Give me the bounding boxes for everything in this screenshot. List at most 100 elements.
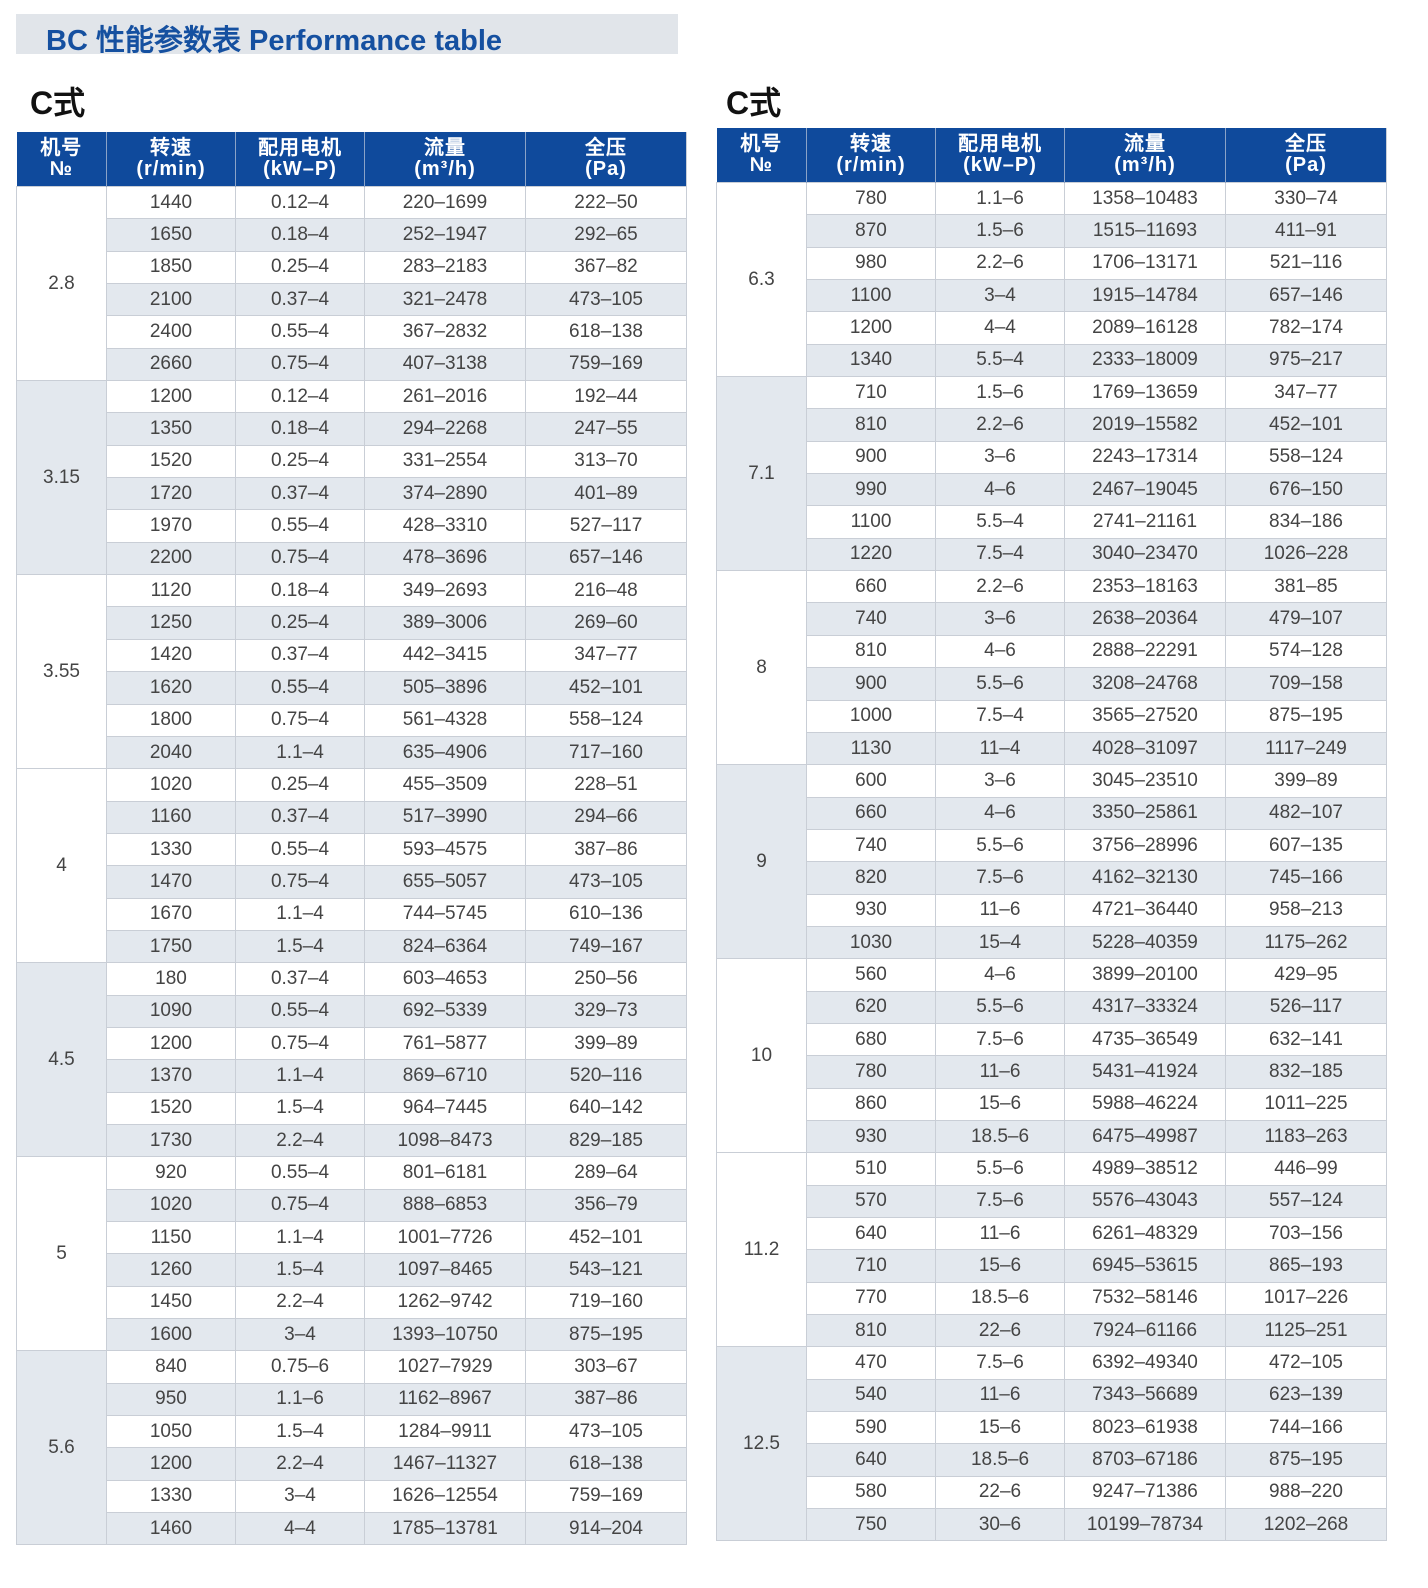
cell-pressure: 330–74 [1225, 181, 1387, 215]
table-row: 870 1.5–6 1515–11693 411–91 [717, 214, 1387, 248]
cell-motor: 2.2–4 [235, 1447, 365, 1481]
table-row: 740 5.5–6 3756–28996 607–135 [717, 828, 1387, 862]
cell-pressure: 618–138 [525, 1447, 687, 1481]
cell-motor: 22–6 [935, 1314, 1065, 1347]
cell-flow: 6475–49987 [1064, 1119, 1226, 1153]
cell-pressure: 367–82 [525, 250, 687, 284]
table-row: 2660 0.75–4 407–3138 759–169 [17, 347, 687, 381]
cell-motor: 0.25–4 [235, 768, 365, 802]
cell-pressure: 557–124 [1225, 1184, 1387, 1218]
cell-speed: 2660 [106, 347, 236, 381]
cell-flow: 2638–20364 [1064, 602, 1226, 636]
cell-flow: 505–3896 [364, 671, 526, 704]
cell-motor: 11–6 [935, 1055, 1065, 1089]
table-row: 950 1.1–6 1162–8967 387–86 [17, 1382, 687, 1416]
cell-flow: 4721–36440 [1064, 893, 1226, 927]
header-motor-unit: (kW–P) [963, 154, 1037, 176]
cell-motor: 7.5–6 [935, 1346, 1065, 1380]
cell-speed: 570 [806, 1184, 936, 1218]
cell-motor: 0.55–4 [235, 671, 365, 704]
cell-pressure: 446–99 [1225, 1152, 1387, 1186]
cell-speed: 1420 [106, 638, 236, 672]
cell-pressure: 387–86 [525, 832, 687, 866]
header-pressure-unit: (Pa) [585, 158, 627, 180]
cell-motor: 1.5–6 [935, 214, 1065, 248]
table-row: 900 5.5–6 3208–24768 709–158 [717, 667, 1387, 700]
cell-motor: 0.18–4 [235, 218, 365, 252]
cell-speed: 1850 [106, 250, 236, 284]
cell-flow: 1262–9742 [364, 1285, 526, 1319]
table-row: 1160 0.37–4 517–3990 294–66 [17, 800, 687, 834]
cell-motor: 0.75–6 [235, 1350, 365, 1384]
cell-speed: 1350 [106, 412, 236, 446]
header-no-cn: 机号 [740, 133, 783, 155]
cell-pressure: 294–66 [525, 800, 687, 834]
cell-speed: 950 [106, 1382, 236, 1416]
cell-speed: 750 [806, 1508, 936, 1541]
header-speed: 转速 (r/min) [106, 132, 236, 187]
header-speed-cn: 转速 [850, 133, 892, 155]
cell-flow: 3350–25861 [1064, 796, 1226, 830]
cell-motor: 2.2–4 [235, 1285, 365, 1319]
cell-motor: 18.5–6 [935, 1119, 1065, 1153]
table-row: 1450 2.2–4 1262–9742 719–160 [17, 1285, 687, 1319]
cell-motor: 0.55–4 [235, 509, 365, 543]
cell-pressure: 473–105 [525, 1415, 687, 1448]
cell-speed: 1150 [106, 1220, 236, 1254]
cell-motor: 5.5–6 [935, 667, 1065, 700]
cell-flow: 3899–20100 [1064, 958, 1226, 992]
header-pressure-unit: (Pa) [1285, 154, 1327, 176]
cell-speed: 1520 [106, 444, 236, 478]
cell-flow: 294–2268 [364, 412, 526, 446]
table-row: 810 22–6 7924–61166 1125–251 [717, 1314, 1387, 1347]
cell-flow: 5576–43043 [1064, 1184, 1226, 1218]
cell-pressure: 703–156 [1225, 1216, 1387, 1250]
cell-motor: 3–6 [935, 440, 1065, 474]
cell-speed: 810 [806, 634, 936, 668]
table-row: 820 7.5–6 4162–32130 745–166 [717, 861, 1387, 895]
header-pressure: 全压 (Pa) [1225, 128, 1387, 183]
cell-pressure: 975–217 [1225, 343, 1387, 377]
cell-speed: 1100 [806, 279, 936, 312]
model-number: 6.3 [716, 181, 807, 377]
cell-motor: 3–6 [935, 602, 1065, 636]
cell-pressure: 719–160 [525, 1285, 687, 1319]
cell-motor: 0.75–4 [235, 1188, 365, 1222]
cell-speed: 560 [806, 958, 936, 992]
cell-motor: 7.5–4 [935, 537, 1065, 571]
model-number: 11.2 [716, 1152, 807, 1347]
cell-pressure: 313–70 [525, 444, 687, 478]
table-row: 1520 1.5–4 964–7445 640–142 [17, 1091, 687, 1125]
cell-speed: 1440 [106, 185, 236, 219]
header-flow-unit: (m³/h) [1114, 154, 1176, 176]
cell-speed: 1000 [806, 699, 936, 733]
page-title: BC 性能参数表 Performance table [46, 25, 503, 57]
table-row: 1750 1.5–4 824–6364 749–167 [17, 929, 687, 963]
cell-flow: 2467–19045 [1064, 473, 1226, 506]
header-pressure-cn: 全压 [585, 137, 627, 159]
cell-speed: 1200 [106, 1026, 236, 1060]
header-speed-cn: 转速 [150, 137, 192, 159]
table-row: 1670 1.1–4 744–5745 610–136 [17, 897, 687, 931]
table-row: 570 7.5–6 5576–43043 557–124 [717, 1184, 1387, 1218]
cell-flow: 4735–36549 [1064, 1022, 1226, 1056]
table-row: 5 920 0.55–4 801–6181 289–64 [16, 1156, 687, 1351]
cell-motor: 0.12–4 [235, 380, 365, 413]
table-row: 1650 0.18–4 252–1947 292–65 [17, 218, 687, 252]
cell-pressure: 292–65 [525, 218, 687, 252]
cell-pressure: 829–185 [525, 1123, 687, 1157]
cell-pressure: 749–167 [525, 929, 687, 963]
cell-motor: 7.5–6 [935, 1184, 1065, 1218]
cell-motor: 18.5–6 [935, 1281, 1065, 1315]
table-row: 1200 2.2–4 1467–11327 618–138 [17, 1447, 687, 1481]
cell-pressure: 381–85 [1225, 570, 1387, 603]
cell-speed: 1370 [106, 1059, 236, 1093]
cell-flow: 1393–10750 [364, 1318, 526, 1351]
cell-motor: 0.18–4 [235, 574, 365, 607]
cell-pressure: 1017–226 [1225, 1281, 1387, 1315]
table-row: 740 3–6 2638–20364 479–107 [717, 602, 1387, 636]
header-motor-cn: 配用电机 [258, 137, 342, 159]
cell-speed: 590 [806, 1411, 936, 1444]
table-row: 930 18.5–6 6475–49987 1183–263 [717, 1119, 1387, 1153]
cell-flow: 7532–58146 [1064, 1281, 1226, 1315]
